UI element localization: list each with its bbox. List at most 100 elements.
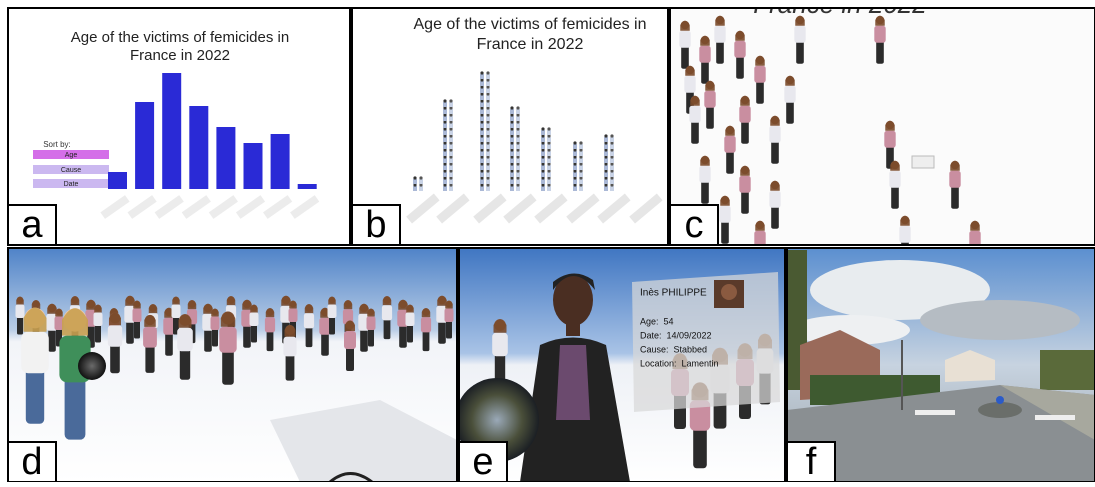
panel-label: d <box>21 441 42 482</box>
avatar-hair <box>289 300 297 309</box>
figure-head <box>610 169 614 173</box>
avatar <box>219 311 237 385</box>
avatar <box>366 308 376 347</box>
avatar-hair <box>164 307 174 318</box>
panel-d <box>7 247 458 483</box>
figure-head <box>480 155 484 159</box>
sort-button-label[interactable]: Age <box>65 152 78 159</box>
avatar-hair <box>226 296 236 306</box>
avatar <box>769 180 781 229</box>
avatar-body <box>679 30 691 48</box>
figure <box>610 137 614 142</box>
figure-head <box>510 141 514 145</box>
figure-head <box>510 120 514 124</box>
sort-button[interactable] <box>33 150 109 159</box>
figure <box>449 102 453 107</box>
avatar-hair <box>94 304 102 313</box>
avatar-body <box>405 312 415 326</box>
figure-head <box>486 183 490 187</box>
card-field-value: 14/09/2022 <box>667 330 712 340</box>
x-tick-box <box>263 195 293 219</box>
avatar-legs <box>681 44 689 69</box>
avatar-body <box>889 170 901 188</box>
figure-head <box>604 134 608 138</box>
figure-head <box>486 71 490 75</box>
figure <box>579 179 583 184</box>
avatar-legs <box>726 149 734 174</box>
avatar-hair <box>359 303 369 314</box>
avatar <box>704 80 716 129</box>
avatar <box>784 75 796 124</box>
figure-head <box>610 162 614 166</box>
avatar-hair <box>304 304 314 314</box>
figure <box>510 137 514 142</box>
avatar-body <box>288 308 298 322</box>
figure <box>443 151 447 156</box>
avatar-hair <box>178 314 192 328</box>
avatar <box>739 95 751 144</box>
figure <box>480 130 484 135</box>
avatar-legs <box>305 325 313 348</box>
figure <box>579 158 583 163</box>
figure-head <box>486 162 490 166</box>
figure <box>516 123 520 128</box>
avatar <box>283 325 297 381</box>
avatar-legs <box>399 323 407 348</box>
sphere <box>78 352 106 380</box>
sort-button-label[interactable]: Cause <box>61 167 81 174</box>
figure <box>486 95 490 100</box>
panel-labels: a b c d e f <box>7 204 836 483</box>
sort-button[interactable] <box>33 179 109 188</box>
figure-column <box>443 99 453 191</box>
avatar-legs <box>179 346 191 380</box>
sort-button[interactable] <box>33 165 109 174</box>
figure <box>604 172 608 177</box>
sort-button-label[interactable]: Date <box>64 181 79 188</box>
figure <box>449 186 453 191</box>
figure <box>419 186 423 191</box>
figure <box>579 144 583 149</box>
avatar-body <box>171 304 181 318</box>
avatar-legs <box>701 59 709 84</box>
figure-head <box>516 162 520 166</box>
avatar-legs <box>706 104 714 129</box>
figure-head <box>486 92 490 96</box>
figure-head <box>486 106 490 110</box>
figure-head <box>516 113 520 117</box>
figure-head <box>516 120 520 124</box>
figure-head <box>510 169 514 173</box>
avatar-body <box>143 326 157 348</box>
avatar <box>327 296 337 335</box>
figure-head <box>604 155 608 159</box>
figure-head <box>443 162 447 166</box>
figure-head <box>579 148 583 152</box>
avatar-hair <box>320 307 330 318</box>
figure <box>547 186 551 191</box>
avatar <box>719 195 731 244</box>
card-field-key: Age: <box>640 316 659 326</box>
card-field-value: Lamentin <box>682 358 719 368</box>
avatar <box>177 314 193 380</box>
figure <box>510 109 514 114</box>
figure <box>547 151 551 156</box>
figure-head <box>573 176 577 180</box>
avatar-legs <box>701 179 709 204</box>
avatar-legs <box>145 343 155 373</box>
avatar-legs <box>204 327 212 352</box>
figure-head <box>443 141 447 145</box>
figure-head <box>510 134 514 138</box>
figure <box>541 151 545 156</box>
figure-head <box>486 141 490 145</box>
avatar-hair <box>62 308 88 336</box>
avatar-hair <box>148 304 158 314</box>
figure-head <box>610 148 614 152</box>
avatar-hair <box>705 80 715 91</box>
figure-head <box>510 148 514 152</box>
avatar <box>107 312 123 374</box>
figure-head <box>480 176 484 180</box>
avatar-hair <box>343 300 353 310</box>
figure <box>541 130 545 135</box>
figure <box>486 158 490 163</box>
figure-head <box>443 148 447 152</box>
avatar-hair <box>203 303 213 314</box>
